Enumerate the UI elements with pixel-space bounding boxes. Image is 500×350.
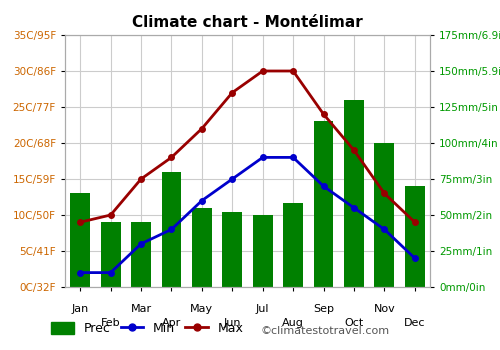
Text: Jun: Jun xyxy=(224,317,241,328)
Bar xyxy=(192,208,212,287)
Bar xyxy=(344,100,364,287)
Bar xyxy=(374,143,394,287)
Text: Aug: Aug xyxy=(282,317,304,328)
Bar xyxy=(253,215,272,287)
Bar xyxy=(162,172,182,287)
Text: Feb: Feb xyxy=(101,317,120,328)
Text: Oct: Oct xyxy=(344,317,364,328)
Text: Jul: Jul xyxy=(256,304,270,314)
Text: Sep: Sep xyxy=(313,304,334,314)
Text: Mar: Mar xyxy=(130,304,152,314)
Bar xyxy=(131,222,151,287)
Text: Dec: Dec xyxy=(404,317,425,328)
Text: Nov: Nov xyxy=(374,304,395,314)
Text: May: May xyxy=(190,304,214,314)
Bar xyxy=(70,194,90,287)
Text: Jan: Jan xyxy=(72,304,89,314)
Bar xyxy=(283,203,303,287)
Text: ©climatestotravel.com: ©climatestotravel.com xyxy=(260,326,389,336)
Text: Apr: Apr xyxy=(162,317,181,328)
Title: Climate chart - Montélimar: Climate chart - Montélimar xyxy=(132,15,363,30)
Bar xyxy=(100,222,120,287)
Bar xyxy=(222,212,242,287)
Bar xyxy=(314,121,334,287)
Bar xyxy=(405,186,424,287)
Legend: Prec, Min, Max: Prec, Min, Max xyxy=(46,317,248,340)
